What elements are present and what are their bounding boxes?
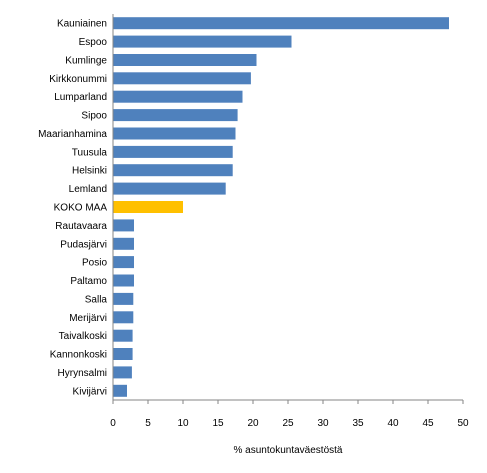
category-label-kauniainen: Kauniainen xyxy=(57,19,107,30)
x-tick-label: 20 xyxy=(247,418,259,429)
category-label-salla: Salla xyxy=(85,294,108,305)
bar-kauniainen xyxy=(113,17,449,30)
category-label-paltamo: Paltamo xyxy=(70,276,107,287)
category-label-kannonkoski: Kannonkoski xyxy=(50,350,107,361)
x-tick-label: 0 xyxy=(110,418,116,429)
bar-salla xyxy=(113,292,134,305)
bar-kivijarvi xyxy=(113,384,127,397)
x-tick-labels: 0 5 10 15 20 25 30 35 40 45 50 xyxy=(110,400,469,429)
x-tick-label: 45 xyxy=(422,418,434,429)
bar-taivalkoski xyxy=(113,329,133,342)
bar-sipoo xyxy=(113,109,238,122)
x-tick-label: 50 xyxy=(457,418,469,429)
category-label-lemland: Lemland xyxy=(69,184,107,195)
category-label-helsinki: Helsinki xyxy=(72,166,107,177)
x-tick-label: 35 xyxy=(352,418,364,429)
bar-hyrynsalmi xyxy=(113,366,132,379)
bar-posio xyxy=(113,256,134,269)
category-label-maarianhamina: Maarianhamina xyxy=(38,129,107,140)
category-label-lumparland: Lumparland xyxy=(54,92,107,103)
category-label-kivijarvi: Kivijärvi xyxy=(73,386,107,397)
category-label-merijarvi: Merijärvi xyxy=(69,313,107,324)
bar-kumlinge xyxy=(113,54,257,66)
bar-kirkkonummi xyxy=(113,72,251,85)
category-label-rautavaara: Rautavaara xyxy=(55,221,107,232)
category-label-kirkkonummi: Kirkkonummi xyxy=(49,74,107,85)
x-tick-label: 10 xyxy=(177,418,189,429)
x-axis-label: % asuntokuntaväestöstä xyxy=(234,445,343,456)
bar-kannonkoski xyxy=(113,348,133,360)
category-labels: Kauniainen Espoo Kumlinge Kirkkonummi Lumpar… xyxy=(38,19,107,398)
x-tick-label: 15 xyxy=(212,418,224,429)
bar-pudasjarvi xyxy=(113,237,134,250)
bar-rautavaara xyxy=(113,219,134,232)
category-label-kumlinge: Kumlinge xyxy=(65,56,107,67)
bar-koko-maa xyxy=(113,201,183,213)
bars-group xyxy=(113,17,449,397)
category-label-hyrynsalmi: Hyrynsalmi xyxy=(58,368,107,379)
category-label-koko-maa: KOKO MAA xyxy=(54,203,108,214)
x-tick-label: 30 xyxy=(317,418,329,429)
category-label-posio: Posio xyxy=(82,258,107,269)
bar-paltamo xyxy=(113,274,134,287)
bar-lumparland xyxy=(113,90,243,103)
category-label-pudasjarvi: Pudasjärvi xyxy=(60,239,107,250)
bar-merijarvi xyxy=(113,311,134,324)
x-tick-label: 40 xyxy=(387,418,399,429)
bar-maarianhamina xyxy=(113,127,236,140)
category-label-tuusula: Tuusula xyxy=(72,147,108,158)
bar-tuusula xyxy=(113,145,233,158)
category-label-sipoo: Sipoo xyxy=(81,111,107,122)
category-label-taivalkoski: Taivalkoski xyxy=(59,331,107,342)
bar-lemland xyxy=(113,182,226,195)
bar-espoo xyxy=(113,35,292,48)
bar-helsinki xyxy=(113,164,233,177)
category-label-espoo: Espoo xyxy=(79,37,108,48)
x-tick-label: 5 xyxy=(145,418,151,429)
x-tick-label: 25 xyxy=(282,418,294,429)
